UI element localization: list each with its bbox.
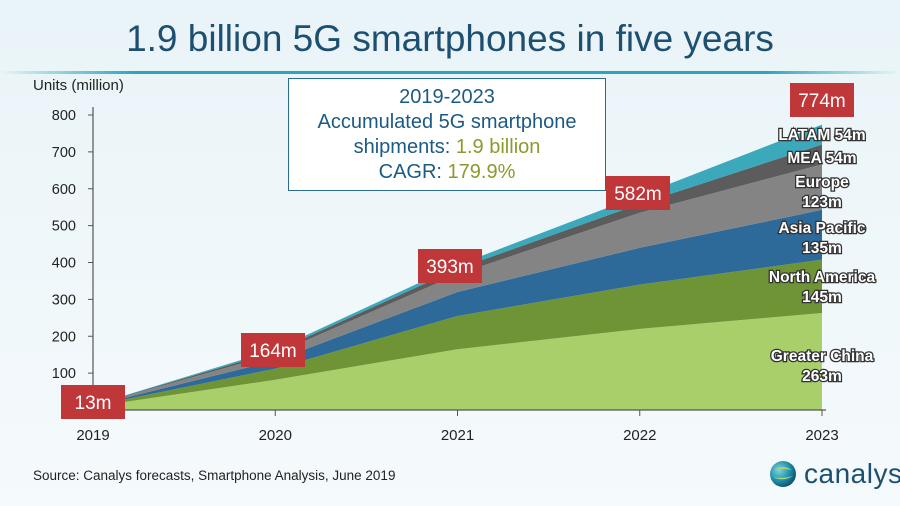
total-label-text: 774m — [798, 91, 846, 112]
total-label-2022: 582m — [606, 176, 670, 210]
callout-shipments-prefix: shipments: — [353, 136, 456, 158]
total-label-2021: 393m — [418, 249, 482, 283]
total-label-2023: 774m — [790, 83, 854, 117]
series-label-text: Europe — [795, 174, 849, 191]
y-tick-label: 400 — [52, 256, 76, 272]
series-label-text: MEA 54m — [787, 150, 856, 167]
series-label-europe: Europe 123m — [794, 173, 850, 213]
y-tick-label: 300 — [52, 292, 76, 308]
series-label-text: 145m — [802, 289, 842, 306]
series-label-greater-china: Greater China 263m — [769, 347, 874, 387]
area-greater-china — [93, 313, 822, 410]
total-label-2020: 164m — [241, 333, 305, 367]
total-label-text: 582m — [614, 184, 662, 205]
callout-shipments-value: 1.9 billion — [455, 136, 541, 158]
area-europe — [93, 164, 822, 406]
total-label-2019: 13m — [61, 385, 125, 419]
series-label-text: 135m — [802, 240, 842, 257]
callout-shipments: shipments: 1.9 billion — [289, 135, 605, 160]
axes — [92, 107, 826, 411]
x-tick-label: 2019 — [76, 427, 109, 444]
series-label-text: 123m — [802, 194, 842, 211]
x-tick-label: 2022 — [623, 427, 656, 444]
series-label-north-america: North America 145m — [768, 268, 877, 308]
total-label-box — [790, 83, 854, 117]
callout-period: 2019-2023 — [399, 86, 495, 108]
brand-logo: canalys — [768, 456, 900, 492]
series-label-text: LATAM 54m — [778, 127, 865, 144]
total-label-box — [606, 176, 670, 210]
series-label-asia-pacific: Asia Pacific 135m — [777, 219, 867, 259]
chart-title: 1.9 billion 5G smartphones in five years — [126, 18, 774, 59]
y-tick-labels: 100 200 300 400 500 600 700 800 — [52, 108, 93, 382]
total-label-box — [61, 385, 125, 419]
series-label-latam: LATAM 54m — [777, 126, 867, 146]
total-label-text: 393m — [426, 257, 474, 278]
total-labels: 13m 164m 393m 582m 774m — [61, 83, 854, 419]
callout-description: Accumulated 5G smartphone — [317, 111, 577, 133]
source-note: Source: Canalys forecasts, Smartphone An… — [33, 468, 396, 483]
title-divider — [0, 71, 900, 74]
series-label-text: Asia Pacific — [778, 220, 865, 237]
x-tick-label: 2021 — [441, 427, 474, 444]
x-tick-labels: 2019 2020 2021 2022 2023 — [76, 410, 839, 444]
x-tick-label: 2023 — [805, 427, 838, 444]
total-label-box — [241, 333, 305, 367]
total-label-text: 13m — [75, 393, 112, 414]
y-tick-label: 600 — [52, 182, 76, 198]
callout-cagr-prefix: CAGR: — [378, 161, 448, 183]
summary-callout: 2019-2023 Accumulated 5G smartphone ship… — [288, 78, 606, 191]
brand-name: canalys — [804, 458, 900, 489]
y-tick-label: 800 — [52, 108, 76, 124]
series-label-text: Greater China — [771, 348, 874, 365]
y-axis-label: Units (million) — [33, 77, 124, 94]
y-tick-label: 500 — [52, 219, 76, 235]
callout-cagr-value: 179.9% — [447, 161, 516, 183]
callout-cagr: CAGR: 179.9% — [289, 160, 605, 185]
series-label-mea: MEA 54m — [786, 149, 858, 169]
y-tick-label: 200 — [52, 329, 76, 345]
total-label-box — [418, 249, 482, 283]
y-tick-label: 700 — [52, 145, 76, 161]
total-label-text: 164m — [249, 341, 297, 362]
series-label-text: North America — [769, 269, 876, 286]
series-labels: Greater China 263m North America 145m Asia P… — [768, 126, 877, 387]
globe-icon — [770, 461, 796, 487]
y-tick-label: 100 — [52, 366, 76, 382]
series-label-text: 263m — [802, 368, 842, 385]
x-tick-label: 2020 — [259, 427, 292, 444]
area-north-america — [93, 259, 822, 407]
area-asia-pacific — [93, 209, 822, 406]
